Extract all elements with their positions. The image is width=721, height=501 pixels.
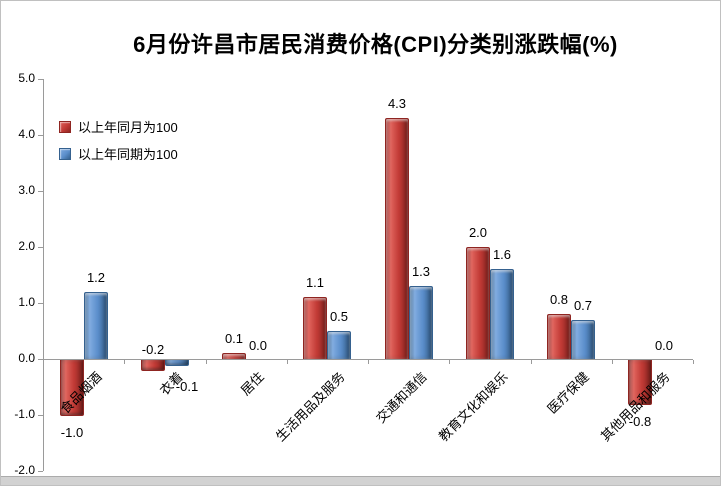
bar-blue-教育文化和娱乐: [490, 269, 514, 359]
data-label: 1.6: [492, 247, 512, 262]
data-label: 1.3: [411, 264, 431, 279]
y-axis-tick-label: 2.0: [18, 239, 35, 253]
y-axis-line: [43, 79, 44, 471]
y-axis-tick-label: 0.0: [18, 351, 35, 365]
y-axis-tick-label: -1.0: [14, 407, 35, 421]
data-label: 4.3: [387, 96, 407, 111]
bar-red-食品烟酒: [60, 360, 84, 416]
y-axis-tick: [38, 471, 43, 472]
x-axis-tick: [693, 360, 694, 364]
bar-red-交通和通信: [385, 118, 409, 359]
bar-blue-交通和通信: [409, 286, 433, 359]
legend-swatch-blue: [59, 147, 71, 160]
bar-red-居住: [222, 353, 246, 359]
x-axis-tick: [206, 360, 207, 364]
x-axis-tick: [449, 360, 450, 364]
legend-label-red-series: 以上年同月为100: [78, 120, 178, 135]
y-axis-tick: [38, 303, 43, 304]
legend-label-blue-series: 以上年同期为100: [78, 147, 178, 162]
y-axis-tick-label: 5.0: [18, 71, 35, 85]
data-label: 0.8: [549, 292, 569, 307]
y-axis-tick: [38, 191, 43, 192]
bar-red-生活用品及服务: [303, 297, 327, 359]
legend-item-red-series: 以上年同月为100: [59, 113, 178, 140]
bar-red-衣着: [141, 360, 165, 371]
bar-red-医疗保健: [547, 314, 571, 359]
data-label: 2.0: [468, 225, 488, 240]
bottom-strip: [1, 476, 720, 485]
data-label: 0.5: [329, 309, 349, 324]
x-axis-line: [43, 359, 693, 360]
y-axis-tick-label: 1.0: [18, 295, 35, 309]
data-label: 1.2: [86, 270, 106, 285]
data-label: 1.1: [305, 275, 325, 290]
bar-blue-衣着: [165, 360, 189, 366]
data-label: 0.0: [654, 338, 674, 353]
legend: 以上年同月为100 以上年同期为100: [59, 113, 178, 167]
x-axis-tick: [43, 360, 44, 364]
chart-frame: 6月份许昌市居民消费价格(CPI)分类别涨跌幅(%) 以上年同月为100 以上年…: [0, 0, 721, 486]
bar-red-教育文化和娱乐: [466, 247, 490, 359]
data-label: -0.2: [141, 342, 165, 357]
data-label: 0.0: [248, 338, 268, 353]
data-label: -1.0: [60, 425, 84, 440]
y-axis-tick: [38, 135, 43, 136]
legend-swatch-red: [59, 120, 71, 133]
chart-title: 6月份许昌市居民消费价格(CPI)分类别涨跌幅(%): [133, 32, 618, 57]
x-axis-tick: [612, 360, 613, 364]
x-axis-tick: [531, 360, 532, 364]
data-label: -0.1: [175, 379, 199, 394]
data-label: -0.8: [628, 414, 652, 429]
data-label: 0.7: [573, 298, 593, 313]
y-axis-tick-label: -2.0: [14, 463, 35, 477]
bar-blue-食品烟酒: [84, 292, 108, 359]
bar-blue-生活用品及服务: [327, 331, 351, 359]
plot-area: 5.0 4.0 3.0 2.0 1.0 0.0 -1.0 -2.0 -1.0 1.2 食品烟酒 -0.…: [1, 1, 721, 479]
y-axis-tick-label: 4.0: [18, 127, 35, 141]
y-axis-tick: [38, 247, 43, 248]
x-axis-tick: [287, 360, 288, 364]
y-axis-tick: [38, 415, 43, 416]
x-axis-tick: [124, 360, 125, 364]
bar-red-其他用品和服务: [628, 360, 652, 405]
bar-blue-医疗保健: [571, 320, 595, 359]
x-axis-tick: [368, 360, 369, 364]
y-axis-tick: [38, 79, 43, 80]
data-label: 0.1: [224, 331, 244, 346]
y-axis-tick: [38, 359, 43, 360]
legend-item-blue-series: 以上年同期为100: [59, 140, 178, 167]
y-axis-tick-label: 3.0: [18, 183, 35, 197]
